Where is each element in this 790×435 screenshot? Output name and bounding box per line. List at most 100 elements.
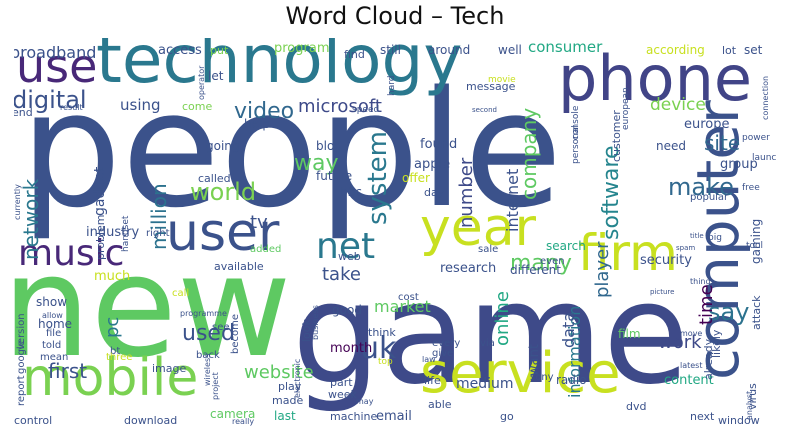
- word-even: even: [540, 256, 565, 267]
- word-electronic: electronic: [293, 359, 302, 398]
- word-take: take: [322, 264, 361, 285]
- word-well: well: [498, 43, 522, 57]
- word-may: may: [356, 397, 374, 406]
- word-people: people: [20, 56, 562, 243]
- word-way: way: [294, 151, 339, 176]
- word-found: found: [420, 137, 457, 152]
- word-become: become: [230, 314, 241, 354]
- word-mobile: mobile: [22, 348, 198, 408]
- word-look: look: [300, 318, 313, 342]
- word-pc: pc: [102, 317, 123, 338]
- word-gaming: gaming: [749, 219, 763, 264]
- word-right: right: [146, 228, 170, 239]
- word-research: research: [440, 261, 496, 276]
- word-camera: camera: [210, 407, 255, 421]
- word-according: according: [646, 43, 705, 57]
- word-personal: personal: [571, 125, 581, 164]
- word-already: already: [702, 338, 715, 380]
- word-million: million: [147, 183, 171, 250]
- word-think: think: [368, 326, 396, 339]
- word-content: content: [664, 373, 714, 388]
- word-service: service: [420, 341, 621, 406]
- word-website: website: [244, 362, 314, 383]
- word-company: company: [517, 108, 541, 200]
- word-many: many: [510, 251, 572, 276]
- word-work: work: [658, 332, 702, 353]
- word-show: show: [36, 295, 67, 309]
- word-movie: movie: [488, 75, 516, 85]
- word-bt: bt: [110, 346, 120, 357]
- word-result: result: [60, 103, 83, 112]
- word-via: via: [480, 338, 495, 349]
- word-information: information: [565, 306, 584, 398]
- word-much: much: [94, 269, 130, 284]
- word-online: online: [492, 291, 513, 346]
- word-life: life: [424, 374, 441, 387]
- word-every: every: [432, 338, 460, 349]
- word-sony: sony: [530, 372, 554, 383]
- word-title: title: [690, 232, 704, 240]
- word-european: european: [621, 87, 631, 130]
- word-spam: spam: [676, 244, 695, 252]
- word-month: month: [330, 341, 372, 356]
- word-going: going: [206, 139, 240, 153]
- word-number: number: [456, 157, 477, 228]
- word-let: let: [208, 69, 224, 83]
- word-cost: cost: [398, 292, 419, 303]
- word-using: using: [120, 96, 161, 114]
- word-currently: currently: [14, 184, 22, 220]
- word-dvd: dvd: [626, 400, 646, 413]
- word-move: move: [680, 329, 702, 338]
- word-go: go: [500, 410, 514, 423]
- word-attack: attack: [750, 295, 763, 330]
- word-security: security: [640, 253, 692, 268]
- word-week: week: [328, 388, 358, 401]
- word-broadband: broadband: [14, 43, 96, 62]
- word-next: next: [690, 410, 715, 423]
- word-tv: tv: [250, 212, 268, 233]
- word-day: day: [424, 186, 445, 199]
- word-new: new: [14, 226, 291, 389]
- word-apple: apple: [414, 157, 450, 172]
- word-first: first: [48, 359, 87, 383]
- word-customer: customer: [610, 110, 623, 162]
- word-player: player: [592, 241, 613, 298]
- word-bbc: bbc: [340, 185, 362, 199]
- word-future: future: [316, 169, 352, 183]
- chart-title: Word Cloud – Tech: [285, 2, 505, 30]
- word-video: video: [234, 99, 294, 124]
- word-play: play: [278, 380, 302, 393]
- word-tool: tool: [746, 241, 763, 251]
- word-microsoft: microsoft: [298, 96, 382, 117]
- word-internet: internet: [503, 169, 522, 232]
- word-gadget: gadget: [92, 166, 108, 216]
- cloud-background: [14, 38, 776, 426]
- word-device: device: [650, 95, 706, 115]
- word-window: window: [718, 414, 760, 426]
- word-problem: problem: [94, 214, 107, 260]
- word-virus: virus: [746, 383, 759, 410]
- word-data: data: [559, 312, 578, 348]
- word-uk: uk: [360, 331, 397, 366]
- word-free: free: [742, 183, 760, 193]
- word-world: world: [190, 178, 256, 206]
- word-added: added: [250, 244, 281, 255]
- word-three: three: [106, 352, 132, 363]
- word-find: find: [344, 48, 365, 61]
- word-game: game: [292, 253, 689, 416]
- word-radio: radio: [556, 373, 587, 387]
- word-second: second: [472, 106, 497, 114]
- word-network: network: [19, 178, 43, 260]
- word-launch: launch: [752, 153, 776, 163]
- word-latest: latest: [680, 361, 703, 370]
- word-analyst: analyst: [745, 391, 754, 420]
- word-google: google: [16, 340, 27, 374]
- word-sale: sale: [478, 244, 498, 255]
- word-medium: medium: [456, 376, 514, 392]
- word-report: report: [16, 375, 27, 406]
- word-part: part: [330, 376, 353, 389]
- word-home: home: [38, 317, 72, 331]
- word-law: law: [422, 355, 436, 364]
- word-time: time: [696, 284, 717, 325]
